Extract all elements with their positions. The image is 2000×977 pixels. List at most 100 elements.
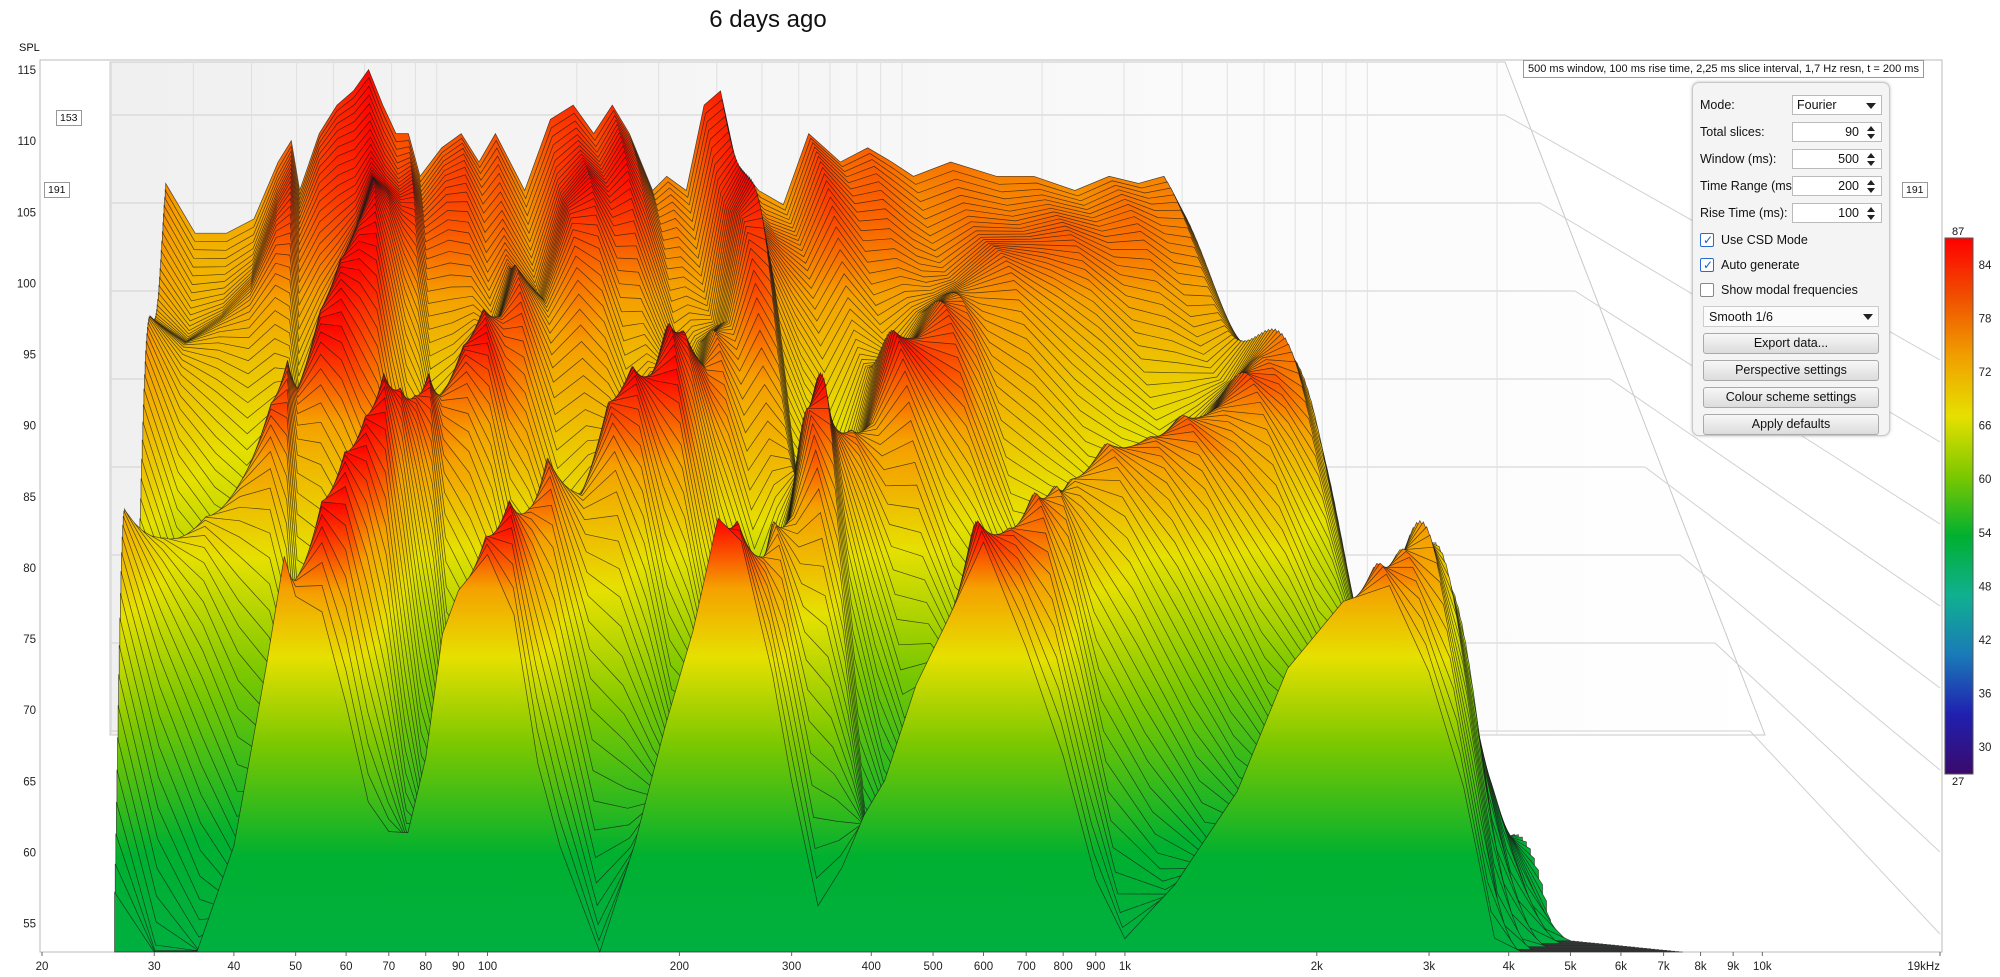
window-value: 500 <box>1838 152 1859 166</box>
y-tick-label: 115 <box>18 65 36 77</box>
total-slices-spinner[interactable]: 90 <box>1792 122 1882 142</box>
defaults-row: Apply defaults <box>1700 414 1882 436</box>
colour-scale-ticks: 84 78 72 66 60 54 48 42 36 30 <box>1979 260 1992 754</box>
y-tick-label: 85 <box>23 492 36 504</box>
y-tick-label: 100 <box>17 278 36 290</box>
x-tick-label: 30 <box>148 961 161 973</box>
slice-marker-right: 191 <box>1902 182 1928 198</box>
chevron-down-icon <box>1863 314 1873 320</box>
y-tick-label: 90 <box>23 421 36 433</box>
x-tick-label: 300 <box>782 961 801 973</box>
x-tick-label: 80 <box>419 961 432 973</box>
x-tick-label: 8k <box>1694 961 1706 973</box>
up-down-arrows-icon[interactable] <box>1864 151 1878 168</box>
export-data-button[interactable]: Export data... <box>1703 333 1879 354</box>
x-tick-label: 40 <box>227 961 240 973</box>
y-tick-label: 65 <box>23 776 36 788</box>
x-tick-label: 100 <box>478 961 497 973</box>
colour-scale-tick: 78 <box>1979 313 1992 325</box>
apply-defaults-button[interactable]: Apply defaults <box>1703 414 1879 435</box>
x-tick-label: 9k <box>1727 961 1739 973</box>
perspective-row: Perspective settings <box>1700 360 1882 382</box>
up-down-arrows-icon[interactable] <box>1864 124 1878 141</box>
decay-slices <box>114 68 1683 954</box>
time-range-label: Time Range (ms): <box>1700 179 1800 193</box>
x-tick-label: 200 <box>670 961 689 973</box>
show-modal-row[interactable]: Show modal frequencies <box>1700 281 1882 303</box>
colour-scale-tick: 42 <box>1979 635 1992 647</box>
x-tick-label: 600 <box>974 961 993 973</box>
grid-line <box>1749 730 1941 935</box>
x-axis-ticks: 20 30 40 50 60 70 80 90 100 200 300 400 500 600 700 800… <box>36 952 1941 973</box>
x-tick-label: 7k <box>1658 961 1670 973</box>
use-csd-label: Use CSD Mode <box>1721 233 1808 247</box>
smoothing-value: Smooth 1/6 <box>1709 310 1773 324</box>
mode-value: Fourier <box>1797 98 1837 112</box>
grid-line <box>1714 642 1941 853</box>
y-tick-label: 55 <box>23 919 36 931</box>
colour-scale-min-label: 27 <box>1952 776 1965 788</box>
colour-scale-max-label: 87 <box>1952 226 1965 238</box>
y-tick-label: 110 <box>18 136 36 148</box>
x-tick-label: 5k <box>1564 961 1576 973</box>
rise-time-label: Rise Time (ms): <box>1700 206 1788 220</box>
colour-scale-tick: 60 <box>1979 474 1992 486</box>
colour-scheme-settings-button[interactable]: Colour scheme settings <box>1703 387 1879 408</box>
window-spinner[interactable]: 500 <box>1792 149 1882 169</box>
x-tick-label: 800 <box>1054 961 1073 973</box>
x-tick-label: 2k <box>1311 961 1323 973</box>
x-tick-label: 400 <box>862 961 881 973</box>
rise-time-value: 100 <box>1838 206 1859 220</box>
x-tick-label: 900 <box>1086 961 1105 973</box>
auto-generate-checkbox[interactable]: ✓ <box>1700 258 1714 272</box>
show-modal-checkbox[interactable] <box>1700 283 1714 297</box>
window-label: Window (ms): <box>1700 152 1777 166</box>
use-csd-row[interactable]: ✓ Use CSD Mode <box>1700 231 1882 253</box>
analysis-info-label: 500 ms window, 100 ms rise time, 2,25 ms… <box>1523 60 1924 78</box>
x-tick-label: 20 <box>36 961 49 973</box>
mode-label: Mode: <box>1700 98 1735 112</box>
grid-line <box>1609 378 1941 607</box>
total-slices-label: Total slices: <box>1700 125 1765 139</box>
smoothing-select[interactable]: Smooth 1/6 <box>1703 306 1879 327</box>
x-tick-label: 6k <box>1615 961 1627 973</box>
decay-slice <box>114 517 1683 954</box>
time-range-spinner[interactable]: 200 <box>1792 176 1882 196</box>
chevron-down-icon <box>1866 103 1876 109</box>
auto-generate-label: Auto generate <box>1721 258 1800 272</box>
time-range-row: Time Range (ms): 200 <box>1700 176 1882 198</box>
x-tick-label: 90 <box>452 961 465 973</box>
up-down-arrows-icon[interactable] <box>1864 205 1878 222</box>
x-tick-label: 4k <box>1503 961 1515 973</box>
up-down-arrows-icon[interactable] <box>1864 178 1878 195</box>
export-row: Export data... <box>1700 333 1882 355</box>
window-row: Window (ms): 500 <box>1700 149 1882 171</box>
colour-scale-tick: 36 <box>1979 689 1992 701</box>
grid-line <box>1679 554 1941 771</box>
time-range-value: 200 <box>1838 179 1859 193</box>
colour-scale-tick: 54 <box>1979 528 1992 540</box>
y-tick-label: 75 <box>23 634 36 646</box>
colour-scale-tick: 72 <box>1979 367 1992 379</box>
perspective-settings-button[interactable]: Perspective settings <box>1703 360 1879 381</box>
y-tick-label: 70 <box>23 705 36 717</box>
x-tick-label: 1k <box>1119 961 1131 973</box>
use-csd-checkbox[interactable]: ✓ <box>1700 233 1714 247</box>
x-tick-label: 3k <box>1423 961 1435 973</box>
colour-scheme-row: Colour scheme settings <box>1700 387 1882 409</box>
chart-title: 6 days ago <box>709 6 827 33</box>
colour-scale-bar <box>1944 237 1974 775</box>
auto-generate-row[interactable]: ✓ Auto generate <box>1700 256 1882 278</box>
x-tick-label: 500 <box>923 961 942 973</box>
grid-line <box>1644 466 1941 689</box>
x-tick-label: 50 <box>289 961 302 973</box>
total-slices-row: Total slices: 90 <box>1700 122 1882 144</box>
slice-marker-left: 191 <box>44 182 70 198</box>
y-axis-ticks: 115 110 105 100 95 90 85 80 75 70 65 60 55 <box>17 65 36 931</box>
mode-select[interactable]: Fourier <box>1792 95 1882 115</box>
rise-time-spinner[interactable]: 100 <box>1792 203 1882 223</box>
y-tick-label: 60 <box>23 847 36 859</box>
csd-settings-panel: Mode: Fourier Total slices: 90 Window (m… <box>1692 82 1890 436</box>
y-tick-label: 105 <box>17 207 36 219</box>
